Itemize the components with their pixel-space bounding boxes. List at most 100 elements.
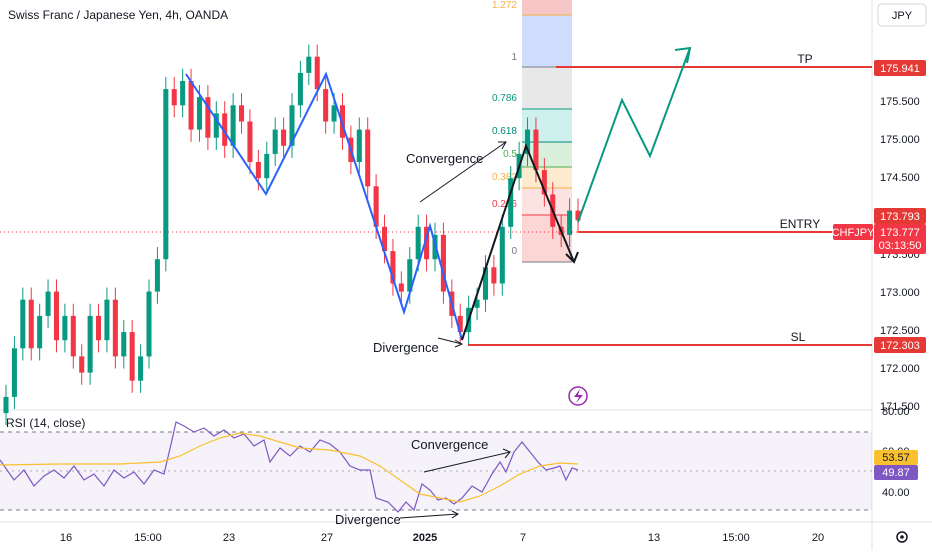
- candle-body: [87, 315, 93, 373]
- candle-body: [382, 226, 388, 252]
- candle-body: [247, 121, 253, 162]
- impulse-arrowhead: [565, 251, 579, 264]
- candle-body: [567, 210, 573, 235]
- candle-body: [499, 226, 505, 284]
- svg-text:49.87: 49.87: [882, 467, 910, 479]
- candle-body: [306, 56, 312, 73]
- zigzag-pattern[interactable]: [185, 71, 463, 341]
- candle-body: [239, 105, 245, 122]
- candle-body: [62, 315, 68, 341]
- price-divergence-label: Divergence: [373, 340, 439, 355]
- symbol-tag: CHFJPY: [832, 224, 875, 240]
- candle-body: [525, 129, 531, 154]
- currency-button[interactable]: JPY: [877, 3, 927, 27]
- time-tick: 20: [812, 532, 824, 544]
- rsi-moving-average: [0, 432, 579, 503]
- candle-body: [171, 89, 177, 106]
- fib-label-0382: 0.382: [492, 172, 517, 183]
- candle-body: [104, 299, 110, 341]
- candle-body: [3, 396, 9, 414]
- candle-body: [154, 259, 160, 292]
- candle-body: [323, 89, 329, 122]
- tp-price-tag: 175.941: [874, 60, 926, 76]
- time-tick: 23: [223, 532, 235, 544]
- candle-body: [331, 105, 337, 122]
- fib-band-1: [522, 15, 572, 67]
- candle-body: [205, 97, 211, 138]
- price-tick: 173.000: [880, 287, 920, 299]
- candle-body: [11, 348, 17, 397]
- fib-band-0786: [522, 67, 572, 109]
- candle-body: [45, 291, 51, 316]
- fib-label-1: 1: [511, 52, 517, 63]
- price-tick: 175.000: [880, 134, 920, 146]
- time-tick: 2025: [413, 532, 437, 544]
- svg-text:53.57: 53.57: [882, 452, 910, 464]
- fib-label-0618: 0.618: [492, 126, 517, 137]
- projection-arrowhead: [674, 46, 692, 64]
- candle-body: [53, 291, 59, 341]
- settings-icon[interactable]: [896, 531, 908, 543]
- rsi-value-tag: 49.87: [874, 465, 918, 480]
- price-tick: 171.500: [880, 401, 920, 413]
- time-axis[interactable]: 16 15:00 23 27 2025 7 13 15:00 20: [60, 532, 824, 544]
- current-price-tag: 173.777 03:13:50: [874, 224, 926, 254]
- time-tick: 7: [520, 532, 526, 544]
- rsi-tick: 80.00: [882, 406, 910, 418]
- rsi-tick: 40.00: [882, 487, 910, 499]
- candle-body: [163, 89, 169, 260]
- fib-band-0618: [522, 109, 572, 142]
- candle-body: [575, 210, 581, 221]
- price-tick: 172.500: [880, 325, 920, 337]
- rsi-divergence-label: Divergence: [335, 512, 401, 527]
- candle-body: [533, 129, 539, 171]
- price-axis[interactable]: 175.500 175.000 174.500 173.500 173.000 …: [880, 96, 920, 413]
- candle-body: [365, 129, 371, 187]
- candle-body: [272, 129, 278, 154]
- candle-body: [180, 81, 186, 106]
- chart-title: Swiss Franc / Japanese Yen, 4h, OANDA: [8, 8, 228, 22]
- candle-body: [314, 56, 320, 90]
- candle-body: [373, 186, 379, 227]
- time-tick: 16: [60, 532, 72, 544]
- price-tick: 175.500: [880, 96, 920, 108]
- price-tick: 172.000: [880, 363, 920, 375]
- candle-body: [37, 315, 43, 349]
- candle-body: [112, 299, 118, 357]
- projection-path[interactable]: [577, 47, 691, 223]
- tp-label: TP: [797, 52, 812, 66]
- time-tick: 27: [321, 532, 333, 544]
- candle-body: [255, 162, 261, 179]
- rsi-line: [0, 421, 579, 513]
- fib-label-0786: 0.786: [492, 93, 517, 104]
- candle-body: [297, 72, 303, 106]
- price-tick: 174.500: [880, 172, 920, 184]
- replay-icon[interactable]: [568, 386, 588, 406]
- sl-price-tag: 172.303: [874, 337, 926, 353]
- fib-label-0: 0: [511, 246, 517, 257]
- candle-body: [129, 332, 135, 381]
- candle-body: [138, 356, 144, 381]
- candle-body: [213, 113, 219, 138]
- candle-body: [398, 283, 404, 292]
- currency-button-label: JPY: [892, 10, 913, 22]
- fib-label-05: 0.5: [503, 149, 517, 160]
- fib-band-0236: [522, 188, 572, 215]
- candle-body: [70, 315, 76, 357]
- candle-body: [457, 315, 463, 333]
- rsi-ma-value-tag: 53.57: [874, 450, 918, 465]
- candle-body: [541, 170, 547, 195]
- rsi-label: RSI (14, close): [6, 416, 85, 430]
- candle-body: [508, 178, 514, 227]
- impulse-wave[interactable]: [461, 143, 575, 341]
- candle-body: [146, 291, 152, 357]
- fib-retracement-tool[interactable]: 1.272 1 0.786 0.618 0.5 0.382 0.236 0: [492, 0, 572, 263]
- candle-body: [281, 129, 287, 146]
- candle-body: [121, 332, 127, 357]
- rsi-divergence-arrow: [399, 513, 459, 519]
- candle-body: [20, 299, 26, 349]
- candle-body: [491, 267, 497, 284]
- candle-body: [474, 299, 480, 308]
- price-convergence-label: Convergence: [406, 151, 483, 166]
